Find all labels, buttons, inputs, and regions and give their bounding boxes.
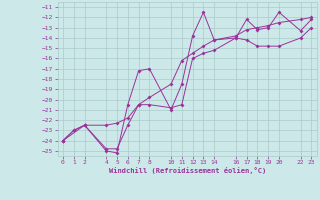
X-axis label: Windchill (Refroidissement éolien,°C): Windchill (Refroidissement éolien,°C) — [108, 167, 266, 174]
